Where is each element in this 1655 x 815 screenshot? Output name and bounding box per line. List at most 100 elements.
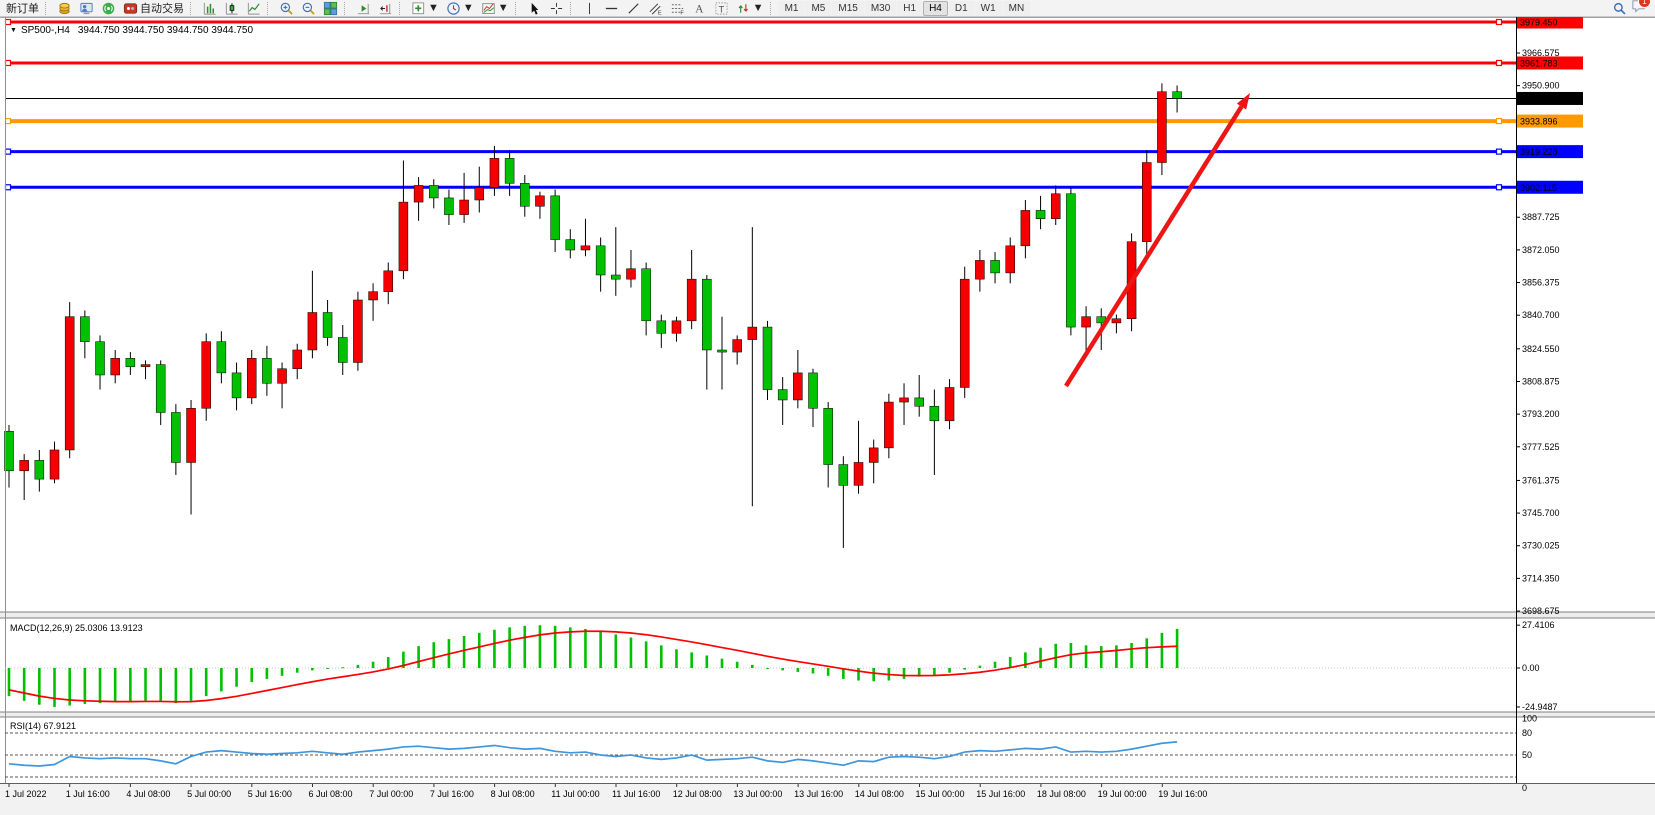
candle [474,187,485,201]
price-tick-label: 3793.200 [1522,409,1560,419]
macd-histogram-bar [735,661,739,668]
macd-histogram-bar [568,627,572,668]
fibonacci-button[interactable]: F [667,1,688,16]
timeframe-button-m30[interactable]: M30 [864,0,897,16]
chart-shift-button[interactable] [375,1,396,16]
candle [504,158,515,184]
arrow-shapes-button[interactable]: ▼ [733,1,767,16]
macd-histogram-bar [341,667,345,669]
bar-chart-button[interactable] [199,1,220,16]
candle [702,278,712,351]
line-handle[interactable] [4,117,12,125]
horizontal-line-button[interactable] [601,1,622,16]
macd-histogram-bar [796,668,800,672]
timeframe-button-m5[interactable]: M5 [805,0,832,16]
panel-splitter[interactable] [0,612,1655,618]
symbol-dropdown-icon[interactable]: ▼ [10,27,17,34]
crosshair-button[interactable] [546,1,567,16]
line-price-badge-text: 3933.896 [1520,117,1558,127]
line-chart-button[interactable] [243,1,264,16]
trendline-button[interactable] [623,1,644,16]
macd-histogram-bar [462,635,466,668]
periods-button[interactable]: ▼ [443,1,477,16]
cursor-button[interactable] [524,1,545,16]
candle [1020,210,1031,247]
panel-splitter[interactable] [0,712,1655,717]
time-label: 5 Jul 16:00 [248,789,292,799]
zoom-in-icon [279,1,294,16]
timeframe-button-d1[interactable]: D1 [948,0,974,16]
macd-histogram-bar [978,665,982,668]
trend-arrow[interactable] [1064,105,1244,388]
svg-text:E: E [658,10,662,15]
vertical-line-button[interactable] [579,1,600,16]
line-handle[interactable] [1495,18,1503,26]
timeframe-button-h4[interactable]: H4 [923,0,948,16]
chat-button[interactable]: 1 [1631,0,1651,18]
time-label: 6 Jul 08:00 [309,789,353,799]
macd-histogram-bar [22,668,26,701]
search-button[interactable] [1609,1,1630,16]
toolbar-separator [399,1,404,15]
svg-text:F: F [680,10,684,15]
line-handle[interactable] [1495,148,1503,155]
templates-button[interactable]: ▼ [478,1,512,16]
line-price-badge [1517,180,1583,194]
line-price-badge-text: 3979.450 [1520,18,1558,28]
line-handle[interactable] [4,148,12,155]
rsi-axis-label: 100 [1522,713,1537,723]
candle [34,460,45,480]
chevron-down-icon: ▼ [428,2,439,14]
timeframe-button-mn[interactable]: MN [1002,0,1031,16]
line-handle[interactable] [4,18,12,26]
channel-button[interactable]: E [645,1,666,16]
trendline-icon [626,1,641,16]
timeframe-button-m1[interactable]: M1 [778,0,805,16]
text-button[interactable]: A [689,1,710,16]
tile-windows-button[interactable] [320,1,341,16]
candlestick-button[interactable] [221,1,242,16]
macd-histogram-bar [1115,645,1118,668]
candle [292,349,302,369]
macd-histogram-bar [371,661,375,668]
line-handle[interactable] [1495,184,1503,191]
candle [747,326,758,340]
timeframe-button-w1[interactable]: W1 [974,0,1002,16]
line-handle[interactable] [4,59,12,67]
zoom-in-button[interactable] [276,1,297,16]
new-order-button[interactable]: 新订单 [3,1,42,16]
indicators-button[interactable]: ▼ [408,1,442,16]
chart-canvas[interactable]: MACD(12,26,9) 25.0306 13.9123 RSI(14) 67.… [0,17,1655,815]
time-axis[interactable] [0,784,1655,815]
line-price-badge-text: 3919.228 [1520,147,1558,157]
trend-arrow-head[interactable] [1236,93,1250,110]
broadcast-button[interactable] [98,1,119,16]
candle [64,316,75,451]
time-label: 12 Jul 08:00 [673,789,722,799]
bar-chart-icon [202,1,217,16]
candle [95,341,105,376]
line-handle[interactable] [1495,59,1503,67]
text-label-button[interactable]: T [711,1,732,16]
zoom-out-button[interactable] [298,1,319,16]
candle [762,326,773,390]
macd-histogram-bar [356,664,360,668]
autotrading-icon [123,1,138,16]
auto-scroll-button[interactable] [353,1,374,16]
macd-histogram-bar [311,668,314,671]
candle [307,312,318,351]
toolbar-separator [514,1,520,15]
time-label: 15 Jul 00:00 [916,789,965,799]
time-label: 1 Jul 16:00 [66,789,110,799]
terminal-button[interactable] [76,1,97,16]
macd-histogram-bar [280,668,284,676]
line-chart-icon [246,1,261,16]
candle [580,245,591,251]
timeframe-button-h1[interactable]: H1 [897,0,923,16]
current-price-badge [1517,91,1583,105]
autotrading-button[interactable]: 自动交易 [120,1,187,16]
line-handle[interactable] [1495,117,1503,125]
line-handle[interactable] [4,184,12,191]
deposit-button[interactable] [54,1,75,16]
timeframe-button-m15[interactable]: M15 [832,0,864,16]
